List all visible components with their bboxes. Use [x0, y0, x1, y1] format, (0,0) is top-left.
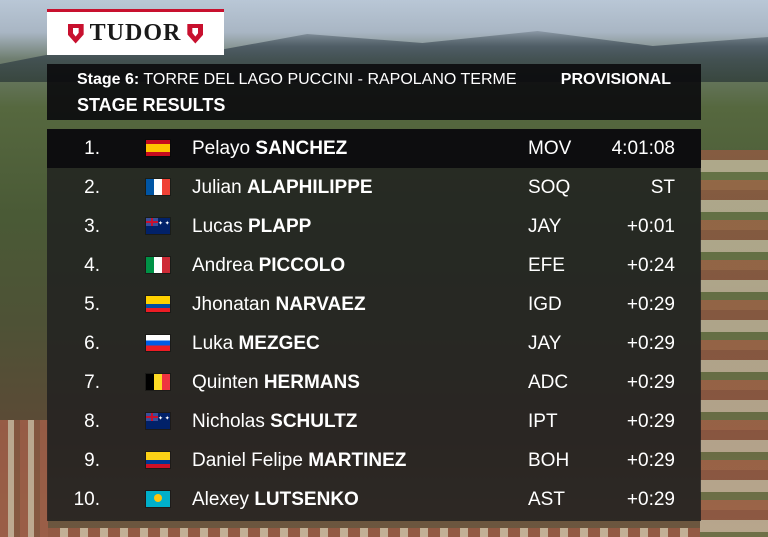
rider-name: Andrea PICCOLO [192, 255, 345, 277]
team-code: JAY [528, 333, 562, 354]
rider-name: Jhonatan NARVAEZ [192, 294, 366, 316]
rider-name: Pelayo SANCHEZ [192, 138, 347, 160]
team-code: EFE [528, 255, 565, 276]
rider-first-name: Jhonatan [192, 294, 271, 315]
rider-first-name: Lucas [192, 216, 243, 237]
finish-time: +0:29 [626, 411, 675, 432]
rider-first-name: Andrea [192, 255, 254, 276]
rider-last-name: ALAPHILIPPE [246, 177, 373, 198]
rank: 3. [84, 216, 100, 237]
stage-label: Stage 6: [77, 71, 140, 88]
finish-time: +0:29 [626, 372, 675, 393]
shield-icon [187, 23, 204, 44]
table-row: 1. Pelayo SANCHEZ MOV 4:01:08 [47, 129, 701, 168]
team-code: IGD [528, 294, 562, 315]
rider-last-name: SCHULTZ [270, 411, 358, 432]
team-code: JAY [528, 216, 562, 237]
finish-time: ST [650, 177, 675, 198]
table-row: 6. Luka MEZGEC JAY +0:29 [47, 324, 701, 363]
rider-name: Alexey LUTSENKO [192, 489, 359, 511]
rider-name: Lucas PLAPP [192, 216, 311, 238]
table-row: 2. Julian ALAPHILIPPE SOQ ST [47, 168, 701, 207]
rank: 6. [84, 333, 100, 354]
italy-flag-icon [146, 257, 170, 273]
rider-last-name: PLAPP [247, 216, 312, 237]
finish-time: +0:24 [626, 255, 675, 276]
rider-first-name: Daniel Felipe [192, 450, 303, 471]
logo-text: TUDOR [89, 20, 182, 46]
rider-first-name: Pelayo [192, 138, 251, 159]
rider-name: Quinten HERMANS [192, 372, 360, 394]
table-row: 5. Jhonatan NARVAEZ IGD +0:29 [47, 285, 701, 324]
rider-last-name: NARVAEZ [275, 294, 366, 315]
shield-icon [67, 23, 84, 44]
background-town-left [0, 420, 48, 537]
status-badge: PROVISIONAL [560, 71, 671, 88]
finish-time: +0:29 [626, 489, 675, 510]
colombia-flag-icon [146, 452, 170, 468]
team-code: ADC [528, 372, 569, 393]
results-table: 1. Pelayo SANCHEZ MOV 4:01:08 2. Julian ALAPH… [47, 129, 701, 521]
rank: 2. [84, 177, 100, 198]
finish-time: 4:01:08 [611, 138, 675, 159]
rider-last-name: MARTINEZ [308, 450, 407, 471]
team-code: AST [528, 489, 565, 510]
rank: 7. [84, 372, 100, 393]
background-rooftops [48, 528, 700, 537]
table-row: 7. Quinten HERMANS ADC +0:29 [47, 363, 701, 402]
rider-last-name: SANCHEZ [255, 138, 348, 159]
kazakhstan-flag-icon [146, 491, 170, 507]
team-code: IPT [528, 411, 558, 432]
table-row: 4. Andrea PICCOLO EFE +0:24 [47, 246, 701, 285]
finish-time: +0:29 [626, 294, 675, 315]
france-flag-icon [146, 179, 170, 195]
australia-flag-icon [146, 413, 170, 429]
table-row: 9. Daniel Felipe MARTINEZ BOH +0:29 [47, 441, 701, 480]
rider-name: Luka MEZGEC [192, 333, 320, 355]
team-code: BOH [528, 450, 570, 471]
rank: 9. [84, 450, 100, 471]
rider-first-name: Quinten [192, 372, 259, 393]
team-code: SOQ [528, 177, 571, 198]
table-row: 10. Alexey LUTSENKO AST +0:29 [47, 480, 701, 519]
rider-name: Daniel Felipe MARTINEZ [192, 450, 406, 472]
results-header: Stage 6: TORRE DEL LAGO PUCCINI - RAPOLA… [47, 64, 701, 120]
ecuador-flag-icon [146, 296, 170, 312]
australia-flag-icon [146, 218, 170, 234]
rank: 1. [84, 138, 100, 159]
rider-last-name: PICCOLO [258, 255, 346, 276]
sponsor-logo: TUDOR [47, 9, 224, 55]
team-code: MOV [528, 138, 572, 159]
background-town-right [700, 150, 768, 537]
belgium-flag-icon [146, 374, 170, 390]
rider-name: Julian ALAPHILIPPE [192, 177, 373, 199]
rank: 10. [73, 489, 100, 510]
finish-time: +0:29 [626, 333, 675, 354]
rider-name: Nicholas SCHULTZ [192, 411, 357, 433]
table-row: 3. Lucas PLAPP JAY +0:01 [47, 207, 701, 246]
rider-first-name: Luka [192, 333, 234, 354]
rider-last-name: HERMANS [263, 372, 360, 393]
table-row: 8. Nicholas SCHULTZ IPT +0:29 [47, 402, 701, 441]
rider-first-name: Alexey [192, 489, 250, 510]
rider-last-name: LUTSENKO [254, 489, 359, 510]
stage-line: Stage 6: TORRE DEL LAGO PUCCINI - RAPOLA… [77, 71, 517, 89]
page-title: STAGE RESULTS [77, 95, 226, 115]
rank: 8. [84, 411, 100, 432]
rider-first-name: Julian [192, 177, 242, 198]
stage-route: TORRE DEL LAGO PUCCINI - RAPOLANO TERME [143, 71, 517, 88]
rider-last-name: MEZGEC [238, 333, 320, 354]
spain-flag-icon [146, 140, 170, 156]
rider-first-name: Nicholas [192, 411, 265, 432]
rank: 4. [84, 255, 100, 276]
finish-time: +0:01 [626, 216, 675, 237]
slovenia-flag-icon [146, 335, 170, 351]
finish-time: +0:29 [626, 450, 675, 471]
rank: 5. [84, 294, 100, 315]
